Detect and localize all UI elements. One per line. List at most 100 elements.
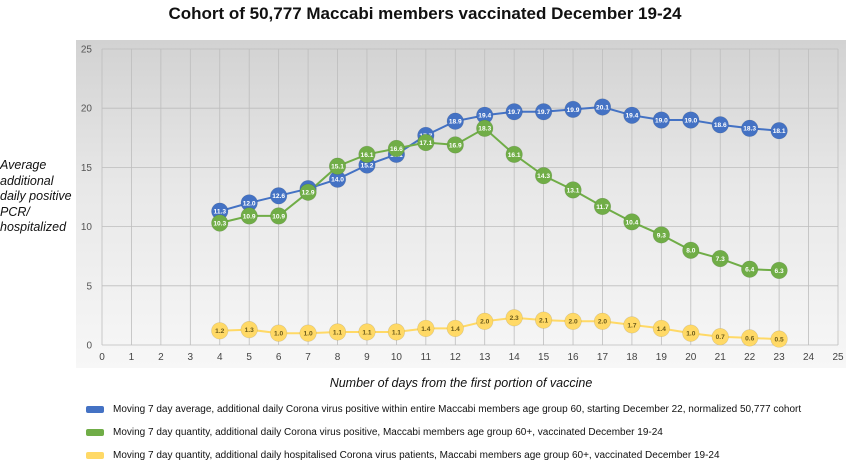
series-3-data-label: 0.7 bbox=[716, 334, 725, 341]
x-tick-label: 14 bbox=[509, 352, 521, 363]
series-1-point bbox=[593, 98, 612, 116]
x-tick-label: 6 bbox=[276, 352, 282, 363]
series-1-data-label: 19.7 bbox=[537, 109, 550, 116]
x-tick-label: 12 bbox=[450, 352, 462, 363]
series-3-point bbox=[711, 328, 729, 346]
y-tick-label: 5 bbox=[86, 281, 92, 292]
series-3-data-label: 1.0 bbox=[686, 331, 695, 338]
legend-label: Moving 7 day quantity, additional daily … bbox=[113, 426, 663, 438]
series-2-point bbox=[534, 167, 553, 185]
series-1-point bbox=[741, 119, 759, 137]
series-3-data-label: 0.6 bbox=[745, 335, 754, 342]
series-3-data-label: 1.7 bbox=[627, 322, 636, 329]
series-3-point bbox=[446, 319, 464, 338]
legend-label: Moving 7 day average, additional daily C… bbox=[113, 403, 802, 415]
series-3-point bbox=[211, 322, 229, 340]
legend-item: Moving 7 day quantity, additional daily … bbox=[86, 424, 663, 440]
series-2-data-label: 13.1 bbox=[567, 187, 580, 194]
series-3-point bbox=[770, 330, 788, 348]
series-1-point bbox=[623, 106, 641, 124]
series-3-point bbox=[270, 324, 288, 342]
series-3-data-label: 2.3 bbox=[510, 315, 519, 322]
x-tick-label: 15 bbox=[538, 352, 550, 363]
series-3-data-label: 1.4 bbox=[657, 326, 666, 333]
series-2-data-label: 18.3 bbox=[478, 126, 491, 133]
series-2-point bbox=[623, 213, 641, 231]
series-2-data-label: 16.6 bbox=[390, 146, 403, 153]
series-1-data-label: 12.6 bbox=[272, 193, 285, 200]
series-2-point bbox=[505, 145, 523, 163]
series-1-point bbox=[534, 103, 553, 121]
series-3-data-label: 1.2 bbox=[215, 328, 224, 335]
series-2-data-label: 15.1 bbox=[331, 164, 344, 171]
series-2-data-label: 10.4 bbox=[625, 219, 638, 226]
series-1-data-label: 14.0 bbox=[331, 177, 344, 184]
series-1-data-label: 19.9 bbox=[567, 107, 580, 114]
series-1-point bbox=[270, 187, 288, 205]
y-axis-label: Average additional daily positive PCR/ h… bbox=[0, 158, 72, 234]
series-2-point bbox=[328, 157, 347, 175]
y-tick-label: 25 bbox=[81, 45, 93, 56]
series-2-point bbox=[387, 139, 406, 158]
series-1-point bbox=[652, 111, 670, 129]
series-2-point bbox=[446, 136, 464, 154]
series-2-data-label: 11.7 bbox=[596, 204, 609, 211]
series-3-data-label: 2.1 bbox=[539, 318, 548, 325]
series-2-data-label: 14.3 bbox=[537, 173, 550, 180]
y-tick-label: 15 bbox=[81, 163, 93, 174]
series-1-data-label: 12.0 bbox=[243, 200, 256, 207]
series-3-point bbox=[534, 311, 553, 329]
legend-swatch bbox=[86, 405, 104, 413]
series-2-point bbox=[476, 119, 494, 137]
series-2-point bbox=[652, 226, 670, 244]
x-tick-label: 18 bbox=[626, 352, 638, 363]
series-2-point bbox=[593, 197, 612, 216]
series-2-data-label: 8.0 bbox=[686, 248, 695, 255]
series-2-data-label: 9.3 bbox=[657, 232, 666, 239]
legend-item: Moving 7 day quantity, additional daily … bbox=[86, 447, 720, 463]
series-2-point bbox=[682, 241, 700, 259]
series-3-data-label: 1.1 bbox=[333, 329, 342, 336]
series-3-point bbox=[682, 324, 700, 342]
series-3-data-label: 2.0 bbox=[568, 319, 577, 326]
series-3-point bbox=[476, 312, 494, 330]
series-2-point bbox=[211, 214, 229, 232]
y-tick-label: 20 bbox=[81, 104, 93, 115]
y-tick-label: 10 bbox=[81, 222, 93, 233]
x-tick-label: 17 bbox=[597, 352, 609, 363]
series-3-point bbox=[652, 319, 670, 338]
series-1-point bbox=[682, 111, 700, 129]
series-2-data-label: 12.9 bbox=[302, 190, 315, 197]
series-2-point bbox=[270, 207, 288, 225]
series-2-point bbox=[417, 133, 435, 152]
x-tick-label: 1 bbox=[129, 352, 135, 363]
x-axis-label: Number of days from the first portion of… bbox=[329, 376, 593, 390]
x-tick-label: 25 bbox=[832, 352, 844, 363]
series-3-data-label: 1.0 bbox=[274, 331, 283, 338]
series-3-data-label: 1.4 bbox=[421, 326, 430, 333]
series-1-data-label: 15.2 bbox=[361, 162, 374, 169]
series-1-data-label: 19.0 bbox=[684, 117, 697, 124]
series-3-point bbox=[741, 329, 759, 347]
series-2-data-label: 10.9 bbox=[272, 213, 285, 220]
x-tick-label: 19 bbox=[656, 352, 668, 363]
series-3-data-label: 1.1 bbox=[392, 329, 401, 336]
series-3-data-label: 1.1 bbox=[362, 329, 371, 336]
legend-swatch bbox=[86, 428, 104, 436]
series-2-point bbox=[711, 249, 729, 268]
series-3-point bbox=[564, 312, 582, 330]
series-3-data-label: 1.3 bbox=[245, 327, 254, 334]
series-2-point bbox=[358, 145, 376, 163]
series-2-point bbox=[741, 260, 759, 278]
x-tick-label: 4 bbox=[217, 352, 223, 363]
series-3-data-label: 1.0 bbox=[303, 331, 312, 338]
x-tick-label: 9 bbox=[364, 352, 370, 363]
series-1-data-label: 18.1 bbox=[773, 128, 786, 135]
x-tick-label: 5 bbox=[246, 352, 252, 363]
series-2-point bbox=[240, 207, 258, 225]
x-tick-label: 22 bbox=[744, 352, 756, 363]
series-3-data-label: 2.0 bbox=[598, 319, 607, 326]
series-2-data-label: 16.9 bbox=[449, 142, 462, 149]
series-2-point bbox=[299, 183, 317, 201]
